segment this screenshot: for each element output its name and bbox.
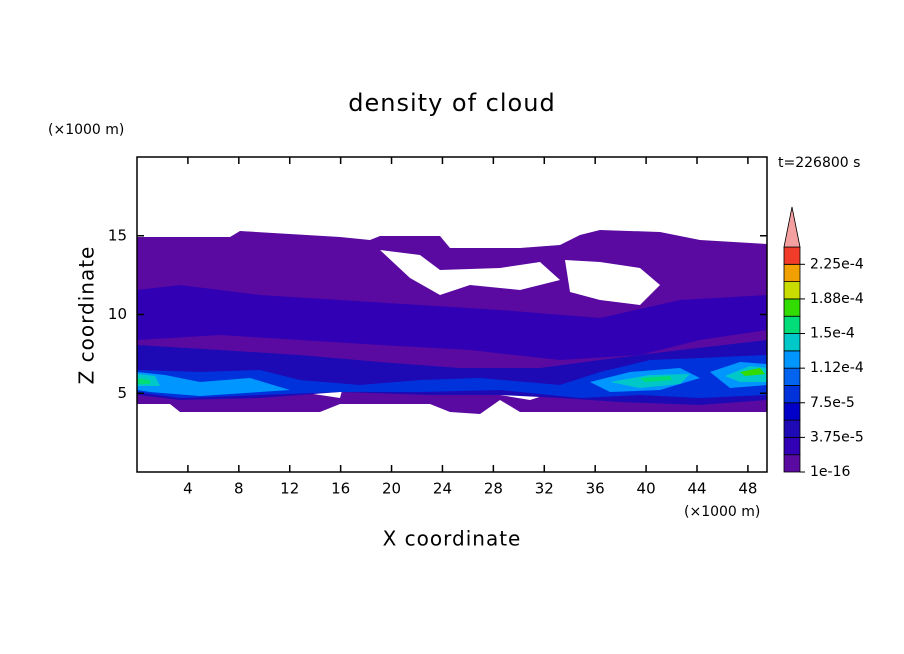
colorbar-box bbox=[783, 436, 801, 456]
colorbar-box bbox=[783, 315, 801, 334]
colorbar-tick-label: 2.25e-4 bbox=[810, 256, 864, 272]
colorbar-tick-label: 1.88e-4 bbox=[810, 291, 864, 307]
x-tick-label: 4 bbox=[183, 480, 193, 498]
y-tick-label: 5 bbox=[117, 384, 127, 402]
colorbar-box bbox=[783, 298, 801, 317]
x-tick-label: 48 bbox=[738, 480, 757, 498]
x-tick-label: 12 bbox=[280, 480, 299, 498]
colorbar-box bbox=[783, 367, 801, 386]
chart-title: density of cloud bbox=[348, 89, 555, 117]
x-tick-label: 36 bbox=[586, 480, 605, 498]
colorbar-tick-label: 3.75e-5 bbox=[810, 429, 864, 445]
x-axis-title: X coordinate bbox=[383, 527, 522, 551]
colorbar-box bbox=[783, 419, 801, 438]
x-tick-label: 44 bbox=[687, 480, 706, 498]
y-unit: (×1000 m) bbox=[48, 122, 124, 138]
colorbar-tick-label: 1.5e-4 bbox=[810, 326, 855, 342]
colorbar-box bbox=[783, 263, 801, 283]
colorbar-tick-label: 1e-16 bbox=[810, 464, 850, 480]
x-tick-label: 8 bbox=[234, 480, 244, 498]
time-label: t=226800 s bbox=[778, 155, 860, 171]
x-tick-label: 40 bbox=[637, 480, 656, 498]
colorbar-box bbox=[783, 385, 801, 404]
x-tick-label: 24 bbox=[433, 480, 452, 498]
x-tick-label: 28 bbox=[484, 480, 503, 498]
colorbar-box bbox=[783, 350, 801, 369]
colorbar-tick-label: 1.12e-4 bbox=[810, 360, 864, 376]
contour-field bbox=[137, 230, 767, 414]
y-tick-label: 15 bbox=[108, 226, 127, 244]
y-axis-title: Z coordinate bbox=[75, 246, 99, 385]
x-tick-label: 32 bbox=[535, 480, 554, 498]
colorbar: 1e-16 3.75e-5 7.5e-5 1.12e-4 1.5e-4 1.88e-4 2.… bbox=[783, 206, 864, 480]
colorbar-box bbox=[783, 281, 801, 300]
y-tick-label: 10 bbox=[108, 305, 127, 323]
colorbar-extend bbox=[783, 206, 801, 248]
colorbar-box bbox=[783, 333, 801, 352]
x-tick-label: 16 bbox=[331, 480, 350, 498]
colorbar-box bbox=[783, 246, 801, 265]
x-tick-label: 20 bbox=[382, 480, 401, 498]
x-unit: (×1000 m) bbox=[684, 504, 760, 520]
colorbar-box bbox=[783, 454, 801, 473]
colorbar-tick-label: 7.5e-5 bbox=[810, 395, 855, 411]
colorbar-box bbox=[783, 402, 801, 421]
